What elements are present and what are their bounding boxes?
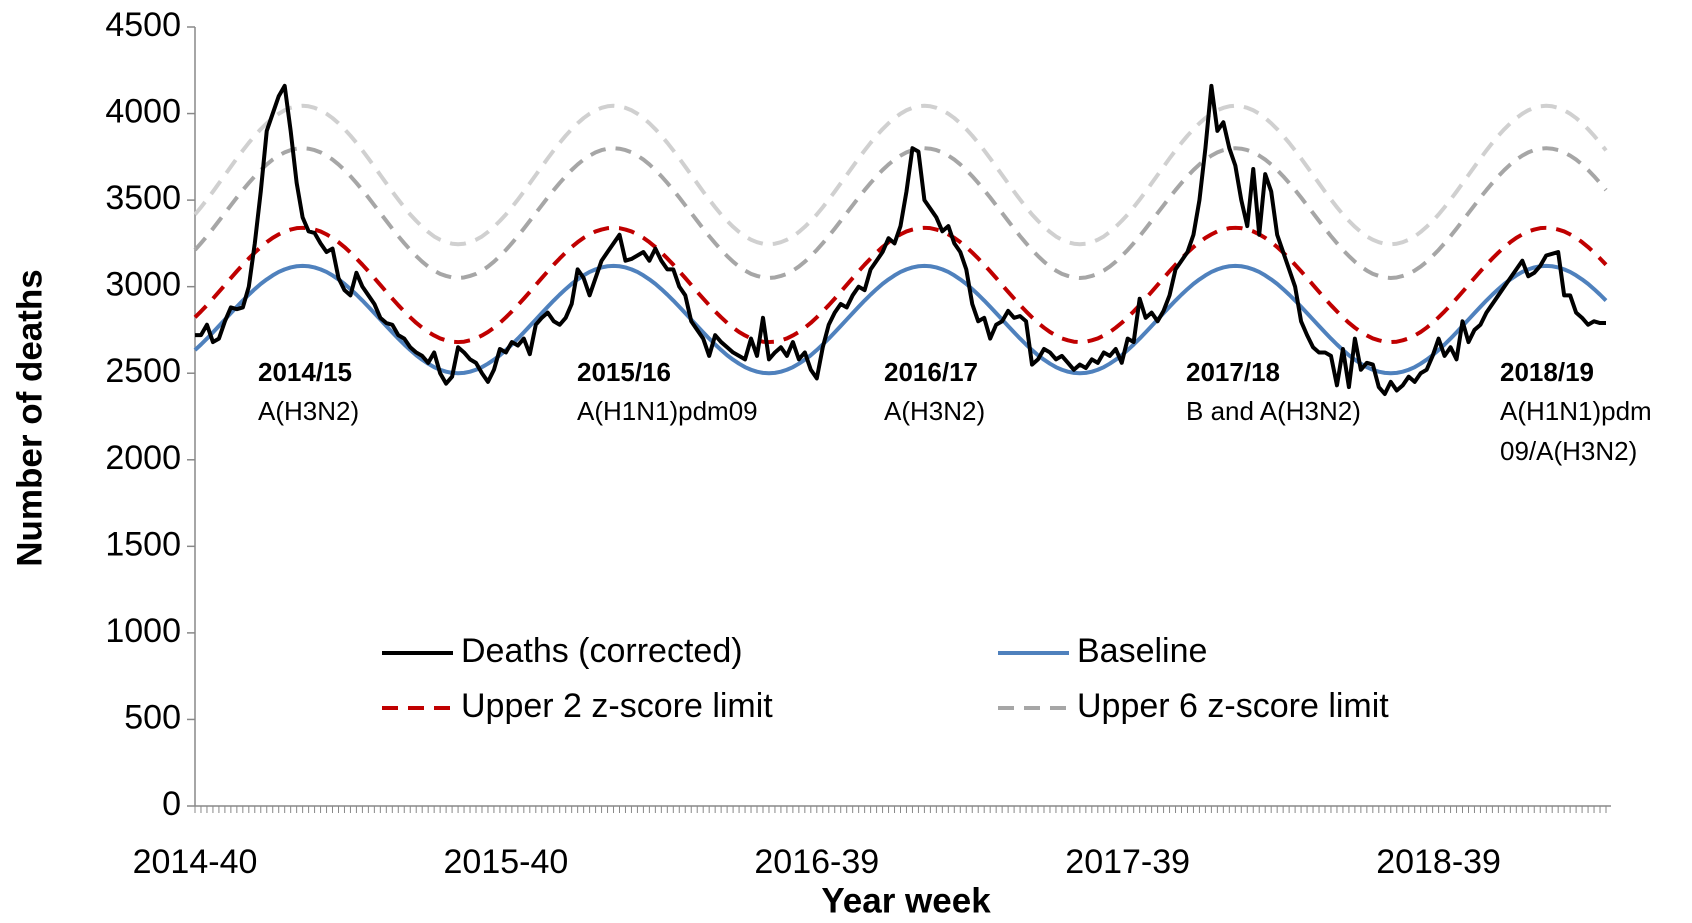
strain-label: A(H1N1)pdm09: [577, 396, 758, 426]
season-label: 2016/17: [884, 357, 978, 387]
strain-label: A(H3N2): [884, 396, 985, 426]
x-tick-label: 2017-39: [1065, 843, 1190, 881]
y-axis-title: Number of deaths: [10, 269, 49, 567]
x-axis-title: Year week: [821, 881, 991, 920]
legend-label: Upper 2 z-score limit: [461, 687, 773, 725]
y-tick-label: 2000: [105, 439, 181, 477]
x-tick-label: 2014-40: [133, 843, 258, 881]
x-tick-label: 2016-39: [754, 843, 879, 881]
series-line: [193, 146, 1608, 281]
legend-label: Deaths (corrected): [461, 632, 743, 670]
y-tick-label: 0: [162, 785, 181, 823]
y-tick-label: 4500: [105, 6, 181, 44]
y-tick-label: 1000: [105, 612, 181, 650]
strain-label: B and A(H3N2): [1186, 396, 1361, 426]
y-tick-label: 3000: [105, 266, 181, 304]
x-tick-label: 2015-40: [444, 843, 569, 881]
x-tick-label: 2018-39: [1376, 843, 1501, 881]
y-tick-label: 2500: [105, 352, 181, 390]
strain-label: A(H3N2): [258, 396, 359, 426]
season-label: 2018/19: [1500, 357, 1594, 387]
strain-label: 09/A(H3N2): [1500, 436, 1637, 466]
season-label: 2017/18: [1186, 357, 1280, 387]
series-line: [193, 103, 1608, 247]
y-tick-label: 4000: [105, 93, 181, 131]
legend-label: Upper 6 z-score limit: [1077, 687, 1389, 725]
y-tick-label: 1500: [105, 525, 181, 563]
season-label: 2015/16: [577, 357, 671, 387]
series-line: [195, 83, 1606, 396]
season-label: 2014/15: [258, 357, 352, 387]
y-tick-label: 3500: [105, 179, 181, 217]
y-tick-label: 500: [124, 698, 181, 736]
series-line: [193, 225, 1608, 345]
strain-label: A(H1N1)pdm: [1500, 396, 1652, 426]
series-line: [193, 263, 1608, 376]
legend-label: Baseline: [1077, 632, 1207, 670]
